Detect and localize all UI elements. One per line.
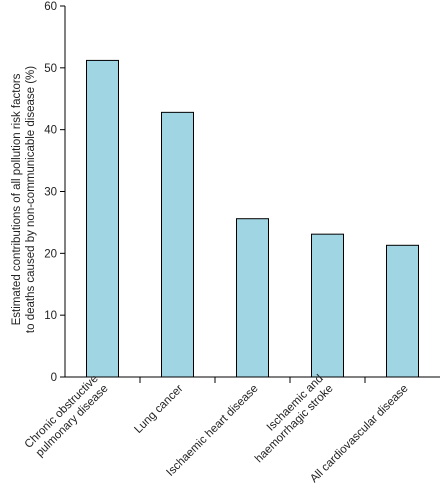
y-axis: 0 10 20 30 40 50 60 bbox=[44, 1, 66, 384]
x-tick-label-line: Lung cancer bbox=[132, 383, 185, 436]
x-tick-label: Chronic obstructivepulmonary disease bbox=[23, 373, 111, 461]
bars bbox=[86, 59, 419, 378]
y-axis-title-line: to deaths caused by non-communicable dis… bbox=[25, 66, 37, 333]
x-axis bbox=[65, 376, 440, 383]
y-axis-title-line: Estimated contributions of all pollution… bbox=[11, 73, 23, 325]
bar bbox=[161, 111, 194, 378]
y-tick-label: 0 bbox=[51, 372, 57, 384]
y-tick-label: 20 bbox=[44, 248, 57, 260]
x-tick-label: Ischaemic andhaemorrhagic stroke bbox=[243, 373, 336, 466]
y-axis-label: Estimated contributions of all pollution… bbox=[11, 66, 37, 333]
bar bbox=[386, 244, 419, 378]
x-tick-labels: Chronic obstructivepulmonary disease Lung… bbox=[23, 373, 411, 484]
y-tick-label: 10 bbox=[44, 310, 57, 322]
bar bbox=[86, 59, 119, 378]
y-tick-label: 30 bbox=[44, 187, 57, 199]
y-axis-title: Estimated contributions of all pollution… bbox=[11, 66, 37, 333]
y-tick-label: 60 bbox=[44, 1, 57, 13]
y-tick-label: 40 bbox=[44, 125, 57, 137]
y-tick-label: 50 bbox=[44, 63, 57, 75]
bar bbox=[311, 233, 344, 378]
x-tick-label: Lung cancer bbox=[132, 383, 185, 436]
bar bbox=[236, 218, 269, 378]
